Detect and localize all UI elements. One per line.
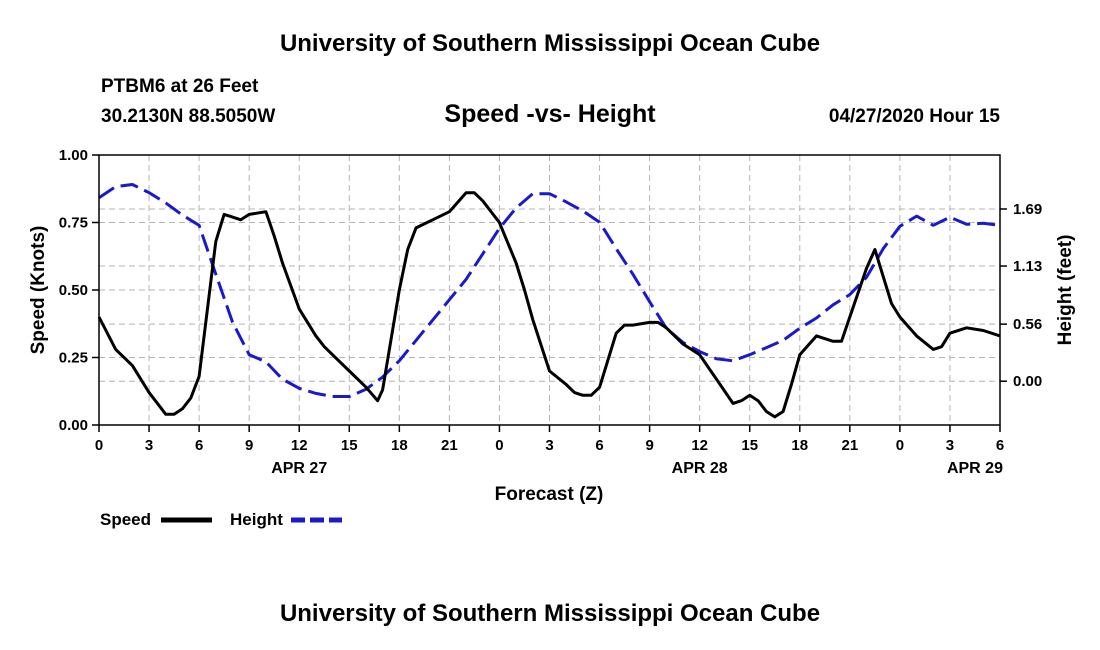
y-left-tick-label: 0.75 — [59, 215, 88, 232]
station-label: PTBM6 at 26 Feet — [101, 76, 259, 97]
x-tick-label: 3 — [145, 437, 153, 454]
x-tick-label: 0 — [95, 437, 103, 454]
x-tick-label: 3 — [946, 437, 954, 454]
x-tick-label: 0 — [495, 437, 503, 454]
y-left-tick-label: 0.00 — [59, 417, 88, 434]
y-left-tick-label: 0.25 — [59, 350, 88, 367]
legend-speed-label: Speed — [100, 510, 151, 529]
y-right-tick-label: 1.13 — [1013, 258, 1042, 275]
series-layer — [97, 183, 1001, 419]
x-tick-label: 6 — [996, 437, 1004, 454]
x-tick-label: 0 — [896, 437, 904, 454]
legend: Speed Height — [100, 510, 342, 529]
x-tick-label: 18 — [791, 437, 808, 454]
bottom-title: University of Southern Mississippi Ocean… — [279, 600, 821, 627]
y-left-tick-label: 0.50 — [59, 282, 88, 299]
height-series-line — [98, 183, 1001, 398]
chart-title: Speed -vs- Height — [444, 100, 656, 128]
x-date-label: APR 28 — [672, 460, 728, 477]
grid-layer — [99, 155, 1000, 425]
y-right-tick-label: 0.56 — [1013, 316, 1042, 333]
x-tick-label: 9 — [645, 437, 653, 454]
x-tick-label: 6 — [195, 437, 203, 454]
x-tick-label: 9 — [245, 437, 253, 454]
x-date-label: APR 29 — [947, 460, 1003, 477]
x-tick-label: 6 — [595, 437, 603, 454]
x-tick-label: 15 — [741, 437, 758, 454]
x-axis-label: Forecast (Z) — [495, 484, 604, 505]
x-tick-label: 18 — [391, 437, 408, 454]
speed-series-line — [97, 191, 1001, 419]
x-tick-label: 12 — [691, 437, 708, 454]
y-right-tick-label: 0.00 — [1013, 373, 1042, 390]
x-tick-label: 3 — [545, 437, 553, 454]
y-left-tick-label: 1.00 — [59, 147, 88, 164]
legend-height-label: Height — [230, 510, 283, 529]
y-axis-right-label: Height (feet) — [1055, 235, 1076, 346]
forecast-date: 04/27/2020 Hour 15 — [828, 106, 1000, 127]
x-tick-label: 12 — [291, 437, 308, 454]
y-axis-left-label: Speed (Knots) — [28, 226, 49, 355]
y-right-tick-label: 1.69 — [1013, 201, 1042, 218]
x-date-label: APR 27 — [271, 460, 327, 477]
x-tick-label: 15 — [341, 437, 358, 454]
x-tick-label: 21 — [441, 437, 458, 454]
x-tick-label: 21 — [841, 437, 858, 454]
axis-layer: 0 3 6 9 12 15 18 21 0 3 6 9 12 15 18 21 0 3 6 APR 27 APR 28 A… — [59, 147, 1042, 477]
top-title: University of Southern Mississippi Ocean… — [279, 30, 821, 57]
station-coords: 30.2130N 88.5050W — [101, 106, 276, 127]
